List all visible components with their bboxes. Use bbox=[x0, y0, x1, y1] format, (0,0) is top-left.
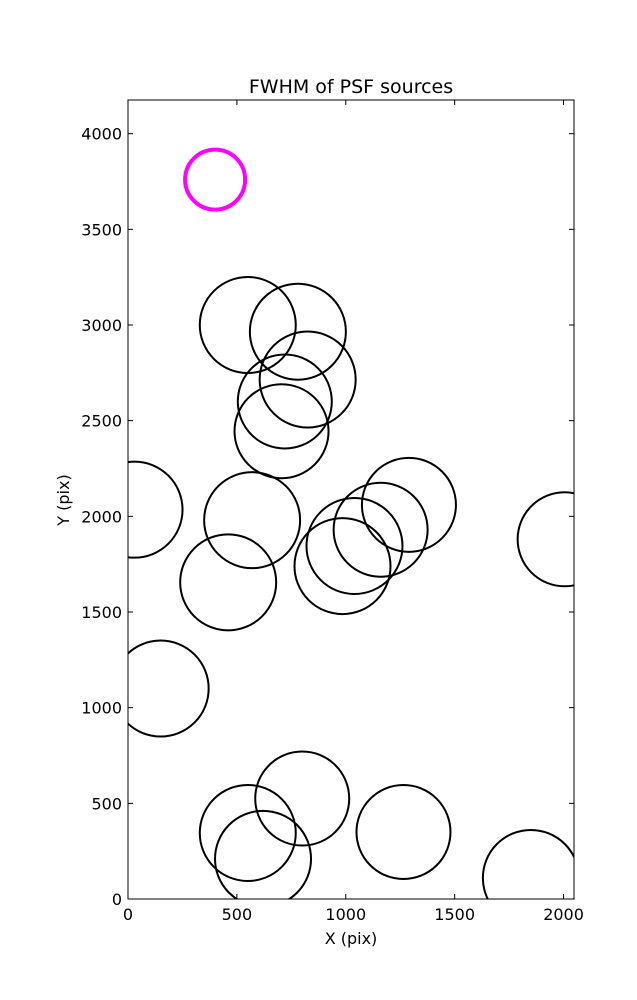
psf-marker bbox=[305, 496, 404, 595]
psf-marker bbox=[355, 784, 452, 881]
psf-marker bbox=[198, 783, 297, 882]
psf-markers bbox=[128, 147, 574, 899]
psf-marker bbox=[179, 533, 278, 632]
psf-marker bbox=[203, 471, 302, 570]
x-tick-label: 500 bbox=[222, 905, 253, 924]
psf-marker bbox=[128, 639, 210, 738]
x-tick-label: 1000 bbox=[325, 905, 366, 924]
y-tick-label: 2500 bbox=[81, 412, 122, 431]
psf-marker bbox=[258, 330, 357, 429]
psf-marker bbox=[236, 353, 333, 450]
y-tick-label: 500 bbox=[91, 794, 122, 813]
y-tick-label: 4000 bbox=[81, 125, 122, 144]
y-tick-label: 2000 bbox=[81, 507, 122, 526]
x-tick-label: 0 bbox=[123, 905, 133, 924]
psf-marker bbox=[254, 750, 351, 847]
y-axis-ticks: 0 500 1000 1500 2000 2500 3000 3500 4000 bbox=[81, 125, 574, 909]
psf-marker bbox=[233, 383, 330, 480]
psf-marker bbox=[481, 828, 574, 899]
chart-title: FWHM of PSF sources bbox=[249, 76, 453, 98]
psf-marker bbox=[214, 809, 313, 899]
psf-marker bbox=[360, 456, 457, 553]
psf-marker bbox=[332, 481, 429, 578]
y-tick-label: 0 bbox=[112, 890, 122, 909]
y-tick-label: 1000 bbox=[81, 699, 122, 718]
plot-frame bbox=[127, 99, 575, 900]
psf-marker bbox=[293, 517, 392, 616]
psf-marker bbox=[128, 460, 184, 559]
y-tick-label: 3000 bbox=[81, 316, 122, 335]
psf-marker bbox=[183, 147, 248, 212]
psf-marker bbox=[516, 491, 574, 588]
psf-marker bbox=[248, 282, 347, 381]
y-axis-label: Y (pix) bbox=[54, 474, 73, 526]
y-tick-label: 1500 bbox=[81, 603, 122, 622]
x-tick-label: 1500 bbox=[434, 905, 475, 924]
x-tick-label: 2000 bbox=[543, 905, 584, 924]
psf-marker bbox=[198, 276, 297, 375]
y-tick-label: 3500 bbox=[81, 220, 122, 239]
x-axis-ticks: 0 500 1000 1500 2000 bbox=[123, 100, 584, 924]
x-axis-label: X (pix) bbox=[325, 929, 378, 948]
